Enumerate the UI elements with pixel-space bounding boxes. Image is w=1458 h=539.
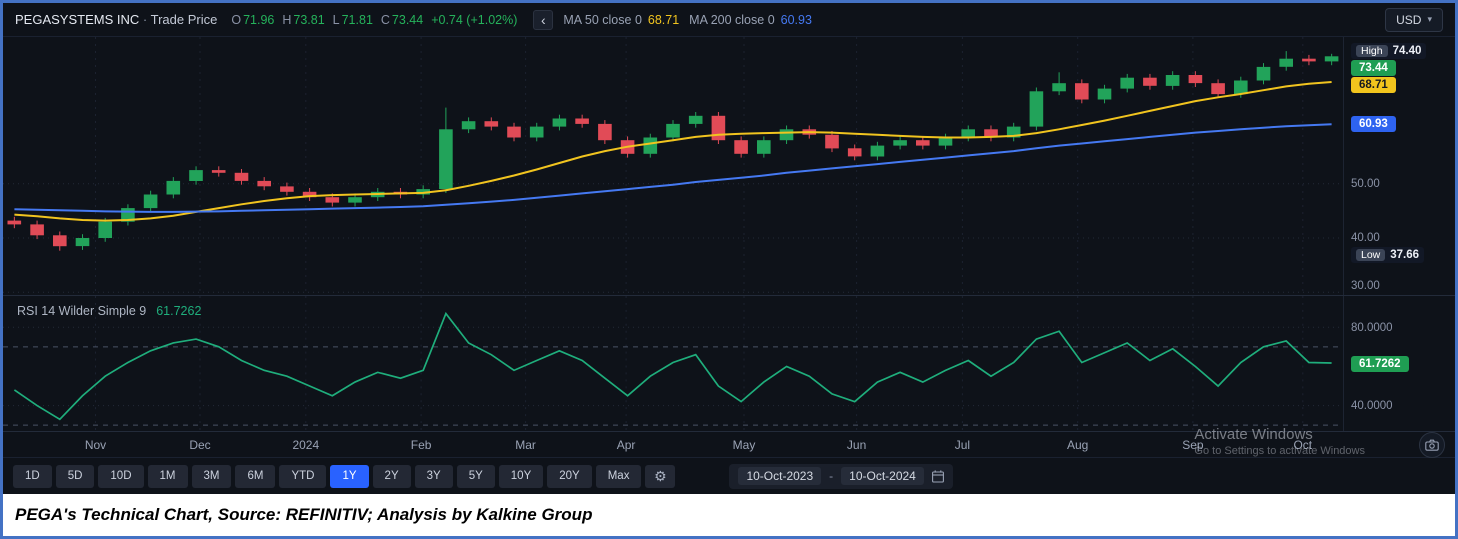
camera-icon: [1425, 439, 1439, 451]
chart-terminal: PEGASYSTEMS INC · Trade Price O 71.96 H 73…: [3, 3, 1455, 494]
rsi-line-svg: [3, 296, 1343, 431]
ohlc-open-label: O: [231, 12, 242, 27]
price-change: +0.74 (+1.02%): [431, 12, 518, 27]
instrument-name: PEGASYSTEMS INC · Trade Price: [15, 12, 217, 27]
chevron-left-icon: ‹: [541, 11, 546, 28]
chart-settings-button[interactable]: ⚙: [645, 464, 676, 488]
time-tick-dec: Dec: [189, 438, 211, 452]
date-to[interactable]: 10-Oct-2024: [841, 467, 924, 485]
ohlc-close: C 73.44: [381, 13, 423, 27]
ma50-price-badge: 68.71: [1351, 77, 1396, 94]
price-chart[interactable]: [3, 37, 1343, 295]
currency-label: USD: [1396, 12, 1422, 27]
ma50-value: 68.71: [647, 12, 680, 27]
calendar-icon[interactable]: [931, 469, 944, 483]
range-button-5d[interactable]: 5D: [55, 464, 95, 488]
range-button-ytd[interactable]: YTD: [279, 464, 327, 488]
range-button-10y[interactable]: 10Y: [498, 464, 544, 488]
ohlc-close-label: C: [380, 12, 390, 27]
time-axis-labels: Nov Dec 2024 Feb Mar Apr May Jun Jul Aug Sep Oct: [3, 432, 1343, 457]
screenshot-button[interactable]: [1419, 432, 1445, 458]
price-candlestick-svg: [3, 37, 1343, 295]
ohlc-open-value: 71.96: [243, 12, 275, 27]
time-tick-nov: Nov: [84, 438, 107, 452]
price-tick-50: 50.00: [1351, 177, 1380, 190]
range-button-20y[interactable]: 20Y: [547, 464, 592, 488]
currency-selector[interactable]: USD ▾: [1385, 7, 1443, 32]
time-axis: Nov Dec 2024 Feb Mar Apr May Jun Jul Aug Sep Oct: [3, 431, 1455, 458]
chart-header: PEGASYSTEMS INC · Trade Price O 71.96 H 73…: [3, 3, 1455, 37]
date-separator: -: [829, 469, 834, 483]
range-button-1d[interactable]: 1D: [13, 464, 52, 488]
ma200-label: MA 200 close 0: [689, 12, 775, 27]
time-tick-apr: Apr: [616, 438, 636, 452]
series-label: Trade Price: [150, 12, 218, 27]
date-range-picker[interactable]: 10-Oct-2023 - 10-Oct-2024: [729, 463, 953, 489]
rsi-legend: RSI 14 Wilder Simple 9 61.7262: [17, 304, 201, 318]
range-button-2y[interactable]: 2Y: [372, 464, 411, 488]
separator-dot: ·: [142, 12, 148, 27]
rsi-chart[interactable]: RSI 14 Wilder Simple 9 61.7262: [3, 296, 1343, 431]
rsi-panel: RSI 14 Wilder Simple 9 61.7262 80.0000 61…: [3, 295, 1455, 431]
low-price-label: Low 37.66: [1351, 247, 1425, 263]
ohlc-low-label: L: [332, 12, 340, 27]
range-button-3m[interactable]: 3M: [191, 464, 232, 488]
instrument-symbol: PEGASYSTEMS INC: [15, 12, 140, 27]
time-tick-may: May: [732, 438, 756, 452]
rsi-title: RSI 14 Wilder Simple 9: [17, 304, 147, 318]
time-tick-aug: Aug: [1067, 438, 1089, 452]
range-button-3y[interactable]: 3Y: [414, 464, 453, 488]
time-tick-feb: Feb: [410, 438, 432, 452]
price-y-axis: High 74.40 73.44 68.71 60.93 50.00 40.00 Low 37.…: [1343, 37, 1455, 295]
gear-icon: ⚙: [654, 467, 667, 484]
chevron-down-icon: ▾: [1427, 14, 1432, 24]
rsi-tick-40: 40.0000: [1351, 400, 1393, 413]
range-toolbar: 1D 5D 10D 1M 3M 6M YTD 1Y 2Y 3Y 5Y 10Y 20Y Max ⚙ 10-O…: [3, 457, 1455, 494]
price-tick-40: 40.00: [1351, 232, 1380, 244]
price-tick-30: 30.00: [1351, 280, 1380, 292]
ohlc-low: L 71.81: [333, 13, 373, 27]
ohlc-high-label: H: [282, 12, 292, 27]
caption-bar: PEGA's Technical Chart, Source: REFINITI…: [3, 494, 1455, 536]
ohlc-high-value: 73.81: [293, 12, 325, 27]
ohlc-low-value: 71.81: [341, 12, 373, 27]
range-button-1y[interactable]: 1Y: [330, 464, 369, 488]
time-tick-oct: Oct: [1293, 438, 1313, 452]
last-price-badge: 73.44: [1351, 60, 1396, 77]
high-price-label: High 74.40: [1351, 43, 1427, 60]
ma200-value: 60.93: [780, 12, 812, 27]
range-button-1m[interactable]: 1M: [147, 464, 188, 488]
rsi-value-badge: 61.7262: [1351, 355, 1409, 372]
range-button-max[interactable]: Max: [595, 464, 642, 488]
range-button-6m[interactable]: 6M: [235, 464, 276, 488]
rsi-y-axis: 80.0000 61.7262 40.0000: [1343, 296, 1455, 431]
price-chart-panel: High 74.40 73.44 68.71 60.93 50.00 40.00 Low 37.…: [3, 37, 1455, 295]
time-tick-jul: Jul: [954, 438, 971, 452]
date-from[interactable]: 10-Oct-2023: [738, 467, 822, 485]
collapse-legend-button[interactable]: ‹: [533, 9, 554, 30]
ohlc-values: O 71.96 H 73.81 L 71.81 C 73.44 +0.74 (+1.02…: [231, 13, 517, 27]
range-buttons: 1D 5D 10D 1M 3M 6M YTD 1Y 2Y 3Y 5Y 10Y 20Y Max: [13, 464, 642, 488]
range-button-10d[interactable]: 10D: [98, 464, 144, 488]
rsi-tick-80: 80.0000: [1351, 321, 1393, 334]
ohlc-open: O 71.96: [231, 13, 274, 27]
rsi-value: 61.7262: [156, 304, 202, 318]
caption-text: PEGA's Technical Chart, Source: REFINITI…: [15, 505, 593, 524]
time-tick-mar: Mar: [515, 438, 536, 452]
ohlc-high: H 73.81: [282, 13, 324, 27]
time-tick-jun: Jun: [846, 438, 867, 452]
ma50-legend: MA 50 close 0 68.71: [563, 13, 679, 27]
time-tick-2024: 2024: [292, 438, 320, 452]
ma50-label: MA 50 close 0: [563, 12, 642, 27]
ma200-legend: MA 200 close 0 60.93: [689, 13, 812, 27]
range-button-5y[interactable]: 5Y: [456, 464, 495, 488]
ma200-price-badge: 60.93: [1351, 116, 1396, 133]
ohlc-close-value: 73.44: [391, 12, 424, 27]
time-tick-sep: Sep: [1182, 438, 1204, 452]
